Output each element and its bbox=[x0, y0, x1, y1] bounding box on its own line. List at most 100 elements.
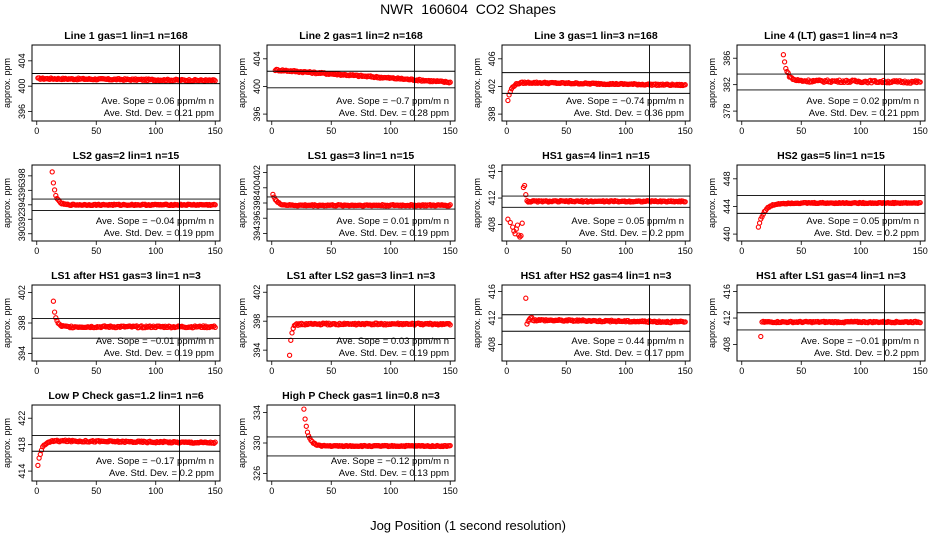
data-point bbox=[682, 319, 688, 325]
plot-frame bbox=[501, 164, 691, 242]
slope-annotation: Ave. Sope = −0.01 ppm/m n bbox=[801, 336, 919, 347]
data-point bbox=[893, 78, 900, 84]
std-dev-annotation: Ave. Std. Dev. = 0.13 ppm bbox=[339, 468, 449, 479]
y-tick-label: 392 bbox=[17, 212, 27, 227]
data-point bbox=[35, 462, 41, 469]
data-point bbox=[279, 67, 286, 73]
std-dev-annotation: Ave. Std. Dev. = 0.28 ppm bbox=[339, 108, 449, 119]
x-tick-label: 50 bbox=[796, 126, 806, 136]
data-point bbox=[105, 323, 111, 330]
plot-frame bbox=[31, 44, 221, 122]
data-point bbox=[759, 214, 765, 220]
x-tick-label: 0 bbox=[34, 126, 39, 136]
y-tick-label: 386 bbox=[722, 51, 732, 66]
plot-frame bbox=[501, 284, 691, 362]
y-tick-label: 400 bbox=[252, 79, 262, 94]
x-tick-label: 150 bbox=[678, 126, 693, 136]
std-dev-annotation: Ave. Std. Dev. = 0.19 ppm bbox=[104, 348, 214, 359]
data-point bbox=[830, 319, 837, 326]
data-point bbox=[758, 333, 764, 340]
panel-title: Line 3 gas=1 lin=3 n=168 bbox=[534, 30, 658, 42]
x-tick-label: 150 bbox=[208, 486, 223, 496]
y-axis-label: approx. ppm bbox=[2, 58, 12, 108]
panel: Line 4 (LT) gas=1 lin=4 n=3 approx. ppm 0 5… bbox=[707, 30, 928, 136]
std-dev-annotation: Ave. Std. Dev. = 0.19 ppm bbox=[339, 228, 449, 239]
data-point bbox=[118, 439, 124, 445]
data-point bbox=[917, 199, 923, 206]
data-point bbox=[153, 440, 159, 446]
y-tick-label: 396 bbox=[252, 211, 262, 226]
data-point bbox=[394, 76, 400, 82]
x-tick-label: 50 bbox=[326, 126, 336, 136]
y-tick-label: 394 bbox=[252, 343, 262, 358]
data-point bbox=[434, 321, 440, 327]
data-point bbox=[428, 77, 434, 84]
data-point bbox=[53, 315, 59, 321]
y-tick-label: 330 bbox=[252, 435, 262, 450]
slope-annotation: Ave. Sope = −0.17 ppm/m n bbox=[96, 456, 214, 467]
slope-annotation: Ave. Sope = 0.01 ppm/m n bbox=[336, 216, 449, 227]
y-tick-label: 412 bbox=[722, 311, 732, 326]
data-point bbox=[302, 416, 308, 422]
x-tick-label: 50 bbox=[561, 126, 571, 136]
std-dev-annotation: Ave. Std. Dev. = 0.2 ppm bbox=[579, 228, 684, 239]
y-tick-label: 402 bbox=[17, 285, 27, 300]
slope-annotation: Ave. Sope = 0.03 ppm/m n bbox=[336, 336, 449, 347]
std-dev-annotation: Ave. Std. Dev. = 0.2 ppm bbox=[814, 348, 919, 359]
data-point bbox=[781, 59, 788, 65]
x-tick-label: 100 bbox=[618, 246, 633, 256]
slope-annotation: Ave. Sope = 0.05 ppm/m n bbox=[571, 216, 684, 227]
x-tick-label: 0 bbox=[269, 366, 274, 376]
y-tick-label: 326 bbox=[252, 466, 262, 481]
y-tick-label: 402 bbox=[252, 165, 262, 180]
x-tick-label: 150 bbox=[913, 366, 928, 376]
panel: LS2 gas=2 lin=1 n=15 approx. ppm 0 50 100 150… bbox=[2, 150, 223, 256]
panel: Line 3 gas=1 lin=3 n=168 approx. ppm 0 50 10… bbox=[472, 30, 693, 136]
plot-frame bbox=[31, 164, 221, 242]
slope-annotation: Ave. Sope = −0.74 ppm/m n bbox=[566, 96, 684, 107]
panel-title: LS1 gas=3 lin=1 n=15 bbox=[308, 150, 415, 162]
y-tick-label: 396 bbox=[17, 104, 27, 119]
data-point bbox=[47, 76, 53, 82]
data-point bbox=[529, 314, 535, 321]
slope-annotation: Ave. Sope = 0.02 ppm/m n bbox=[806, 96, 919, 107]
y-tick-label: 408 bbox=[487, 217, 497, 232]
panel-title: Line 1 gas=1 lin=1 n=168 bbox=[64, 30, 188, 42]
y-tick-label: 334 bbox=[252, 405, 262, 420]
data-point bbox=[517, 234, 523, 240]
y-tick-label: 400 bbox=[252, 180, 262, 195]
data-point bbox=[167, 323, 173, 330]
data-point bbox=[192, 323, 198, 329]
x-tick-label: 50 bbox=[91, 126, 101, 136]
y-axis-label: approx. ppm bbox=[472, 298, 482, 348]
std-dev-annotation: Ave. Std. Dev. = 0.21 ppm bbox=[104, 108, 214, 119]
panel-title: HS2 gas=5 lin=1 n=15 bbox=[777, 150, 885, 162]
data-point bbox=[212, 324, 218, 331]
y-tick-label: 448 bbox=[722, 171, 732, 186]
data-point bbox=[505, 97, 511, 104]
y-tick-label: 400 bbox=[17, 79, 27, 94]
data-point bbox=[677, 82, 684, 89]
y-tick-label: 404 bbox=[252, 51, 262, 66]
data-point bbox=[57, 322, 64, 329]
data-point bbox=[53, 192, 59, 199]
y-tick-label: 422 bbox=[17, 411, 27, 426]
y-tick-label: 412 bbox=[487, 311, 497, 326]
y-axis-label: approx. ppm bbox=[237, 58, 247, 108]
x-tick-label: 150 bbox=[913, 246, 928, 256]
data-point bbox=[822, 319, 828, 326]
y-tick-label: 396 bbox=[252, 107, 262, 122]
y-tick-label: 396 bbox=[17, 183, 27, 198]
plot-frame bbox=[736, 44, 926, 122]
data-point bbox=[600, 198, 606, 204]
plot-frame bbox=[266, 284, 456, 362]
x-tick-label: 100 bbox=[383, 366, 398, 376]
x-tick-label: 100 bbox=[618, 366, 633, 376]
data-point bbox=[521, 79, 528, 85]
data-point bbox=[142, 201, 148, 207]
y-axis-label: approx. ppm bbox=[237, 418, 247, 468]
panel-title: LS1 after LS2 gas=3 lin=1 n=3 bbox=[287, 270, 436, 282]
x-tick-label: 100 bbox=[853, 246, 868, 256]
data-point bbox=[783, 65, 789, 72]
panel: High P Check gas=1 lin=0.8 n=3 approx. pp… bbox=[237, 390, 458, 496]
